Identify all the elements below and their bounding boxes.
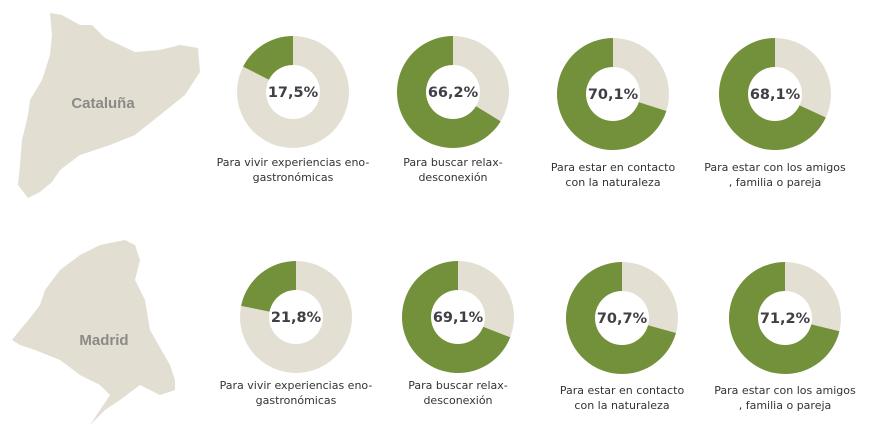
category-label: Para buscar relax-desconexión [373, 378, 543, 408]
category-label: Para estar en contacto con la naturaleza [528, 160, 698, 190]
donut-value-label: 17,5% [268, 85, 319, 101]
category-label-line: , familia o pareja [738, 399, 832, 412]
region-label-cataluna: Cataluña [71, 95, 135, 112]
donut-value-label: 21,8% [271, 310, 322, 326]
category-label-line: Para buscar relax- [408, 379, 508, 392]
donut-hole [595, 291, 649, 345]
donut-cataluna-2: 66,2% [397, 36, 509, 148]
donut-hole [586, 67, 640, 121]
category-label-line: gastronómicas [252, 171, 334, 184]
donut-cataluna-4: 68,1% [718, 38, 831, 151]
cataluna-map [18, 13, 200, 198]
category-label: Para estar con los amigos , familia o par… [690, 160, 860, 190]
donut-madrid-4: 71,2% [728, 262, 841, 374]
category-label-line: Para vivir experiencias eno- [219, 379, 373, 392]
donut-madrid-1: 21,8% [240, 261, 352, 373]
donut-value-label: 70,7% [597, 311, 648, 327]
donut-hole [266, 65, 320, 119]
category-label: Para estar con los amigos , familia o par… [700, 383, 870, 413]
donut-value-label: 69,1% [433, 310, 484, 326]
donut-madrid-3: 70,7% [566, 262, 678, 375]
donut-hole [269, 290, 323, 344]
category-label: Para buscar relax-desconexión [368, 155, 538, 185]
category-label-line: Para estar en contacto [550, 161, 676, 174]
donut-madrid-2: 69,1% [402, 261, 514, 373]
donut-hole [748, 67, 802, 121]
category-label-line: Para buscar relax- [403, 156, 503, 169]
category-label: Para vivir experiencias eno-gastronómica… [211, 378, 381, 408]
madrid-map [12, 240, 175, 425]
donut-value-label: 71,2% [760, 311, 811, 327]
category-label-line: desconexión [418, 171, 488, 184]
category-label: Para vivir experiencias eno-gastronómica… [208, 155, 378, 185]
category-label-line: Para estar en contacto [559, 384, 685, 397]
category-label-line: con la naturaleza [574, 399, 670, 412]
donut-value-label: 68,1% [750, 87, 801, 103]
donut-value-label: 66,2% [428, 85, 479, 101]
category-label-line: con la naturaleza [565, 176, 661, 189]
donut-hole [431, 290, 485, 344]
category-label-line: Para estar con los amigos [714, 384, 856, 397]
donut-value-label: 70,1% [588, 87, 639, 103]
category-label-line: Para estar con los amigos [704, 161, 846, 174]
category-label-line: desconexión [423, 394, 493, 407]
region-label-madrid: Madrid [79, 332, 128, 349]
category-label-line: , familia o pareja [728, 176, 822, 189]
donut-cataluna-1: 17,5% [237, 36, 349, 148]
donut-hole [426, 65, 480, 119]
category-label: Para estar en contacto con la naturaleza [537, 383, 707, 413]
donut-cataluna-3: 70,1% [557, 38, 669, 150]
category-label-line: gastronómicas [255, 394, 337, 407]
category-label-line: Para vivir experiencias eno- [216, 156, 370, 169]
donut-hole [758, 291, 812, 345]
